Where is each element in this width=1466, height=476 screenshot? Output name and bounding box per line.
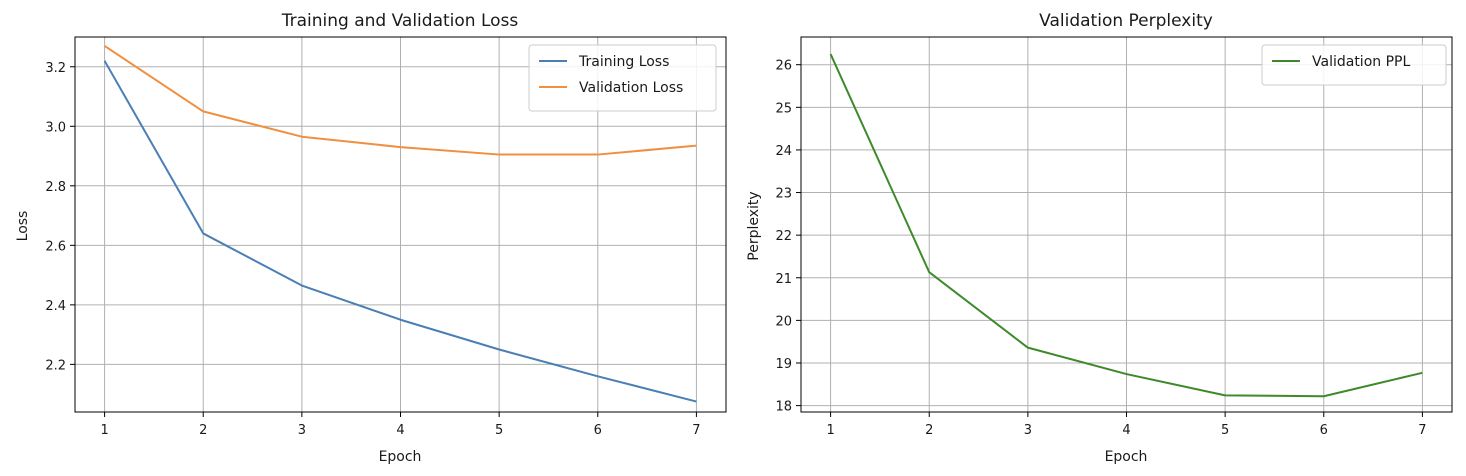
loss-chart-ytick-label: 2.8 [45,180,66,195]
loss-chart: Training and Validation Loss Epoch Loss … [15,11,727,465]
perplexity-chart-ytick-label: 20 [775,314,792,329]
perplexity-chart-xtick-label: 6 [1320,423,1328,438]
perplexity-chart-ytick-label: 21 [775,272,792,287]
loss-chart-legend-box [528,44,717,112]
loss-chart-ytick-label: 2.6 [45,239,66,254]
perplexity-chart-xtick-label: 2 [925,423,933,438]
loss-chart-plot-frame [74,36,727,413]
loss-chart-xtick-label: 7 [692,423,700,438]
perplexity-chart-series-line-1 [829,53,1423,398]
loss-chart-xtick-label: 1 [100,423,108,438]
loss-chart-series-line-1 [103,60,697,403]
perplexity-chart-ytick-label: 25 [775,101,792,116]
perplexity-chart-ytick-label: 23 [775,187,792,202]
perplexity-chart-xtick-label: 7 [1418,423,1426,438]
perplexity-chart: Validation Perplexity Epoch Perplexity 1… [746,11,1453,465]
perplexity-chart-legend-box [1261,44,1447,86]
perplexity-chart-ytick-label: 19 [775,357,792,372]
loss-chart-title: Training and Validation Loss [281,11,519,31]
perplexity-chart-xtick-label: 3 [1024,423,1032,438]
perplexity-chart-ylabel: Perplexity [746,191,762,260]
perplexity-chart-ytick-label: 26 [775,59,792,74]
loss-chart-xtick-label: 4 [396,423,404,438]
perplexity-chart-title: Validation Perplexity [1039,11,1213,31]
loss-chart-series-line-2 [104,45,697,156]
loss-chart-ytick-label: 2.4 [45,299,66,314]
perplexity-chart-ytick-label: 18 [775,400,792,415]
perplexity-chart-xtick-label: 4 [1122,423,1130,438]
loss-chart-ytick-label: 3.2 [45,61,66,76]
loss-chart-legend: Training Loss Validation Loss [528,44,717,112]
loss-chart-xtick-label: 6 [594,423,602,438]
loss-chart-ytick-label: 3.0 [45,120,66,135]
loss-chart-ytick-label: 2.2 [45,358,66,373]
perplexity-chart-ytick-label: 24 [775,144,792,159]
perplexity-chart-xlabel: Epoch [1105,449,1148,465]
perplexity-chart-plot-frame [800,36,1453,413]
perplexity-chart-legend-label: Validation PPL [1312,54,1410,70]
loss-chart-xlabel: Epoch [379,449,422,465]
loss-chart-ylabel: Loss [15,211,31,242]
loss-chart-xtick-label: 5 [495,423,503,438]
loss-chart-legend-label: Validation Loss [579,80,683,96]
loss-chart-legend-label: Training Loss [578,54,669,70]
perplexity-chart-xtick-label: 1 [826,423,834,438]
perplexity-chart-xtick-label: 5 [1221,423,1229,438]
perplexity-chart-legend: Validation PPL [1261,44,1447,86]
perplexity-chart-grid [801,37,1452,412]
loss-chart-xtick-label: 3 [298,423,306,438]
loss-chart-xtick-label: 2 [199,423,207,438]
perplexity-chart-ytick-label: 22 [775,229,792,244]
